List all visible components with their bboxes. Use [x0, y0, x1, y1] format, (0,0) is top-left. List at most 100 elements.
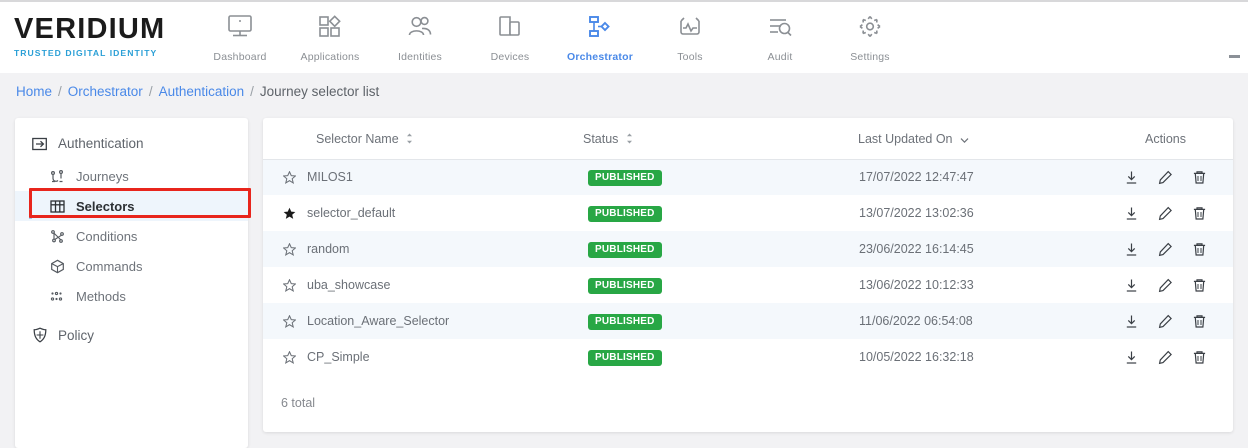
cell-last-updated: 23/06/2022 16:14:45: [858, 231, 1098, 268]
column-label-status: Status: [583, 132, 619, 146]
cell-last-updated: 11/06/2022 06:54:08: [858, 303, 1098, 340]
nav-item-applications[interactable]: Applications: [285, 2, 375, 63]
table-header: Selector Name Status: [263, 118, 1233, 160]
nav-label-settings: Settings: [850, 51, 890, 63]
favorite-star-outline-icon[interactable]: [282, 278, 297, 292]
devices-icon: [496, 11, 524, 43]
collapse-handle-icon[interactable]: [1229, 55, 1240, 58]
column-header-status[interactable]: Status: [583, 118, 858, 160]
cell-selector-name: Location_Aware_Selector: [263, 303, 583, 340]
nav-item-settings[interactable]: Settings: [825, 2, 915, 63]
column-label-actions: Actions: [1145, 132, 1186, 147]
edit-pencil-icon[interactable]: [1158, 241, 1174, 257]
edit-pencil-icon[interactable]: [1158, 313, 1174, 329]
sidebar-item-methods[interactable]: Methods: [15, 281, 248, 311]
table-row[interactable]: CP_Simple PUBLISHED 10/05/2022 16:32:18: [263, 339, 1233, 375]
favorite-star-outline-icon[interactable]: [282, 170, 297, 184]
edit-pencil-icon[interactable]: [1158, 205, 1174, 221]
table-header-row: Selector Name Status: [263, 118, 1233, 160]
sidebar-group-authentication[interactable]: Authentication: [15, 130, 248, 157]
nav-item-tools[interactable]: Tools: [645, 2, 735, 63]
sidebar-item-conditions[interactable]: Conditions: [15, 221, 248, 251]
sidebar-group-policy[interactable]: Policy: [15, 321, 248, 349]
column-header-selector-name[interactable]: Selector Name: [263, 118, 583, 160]
delete-trash-icon[interactable]: [1192, 169, 1208, 185]
table-grid-icon: [49, 199, 66, 214]
audit-search-icon: [766, 11, 794, 43]
favorite-star-filled-icon[interactable]: [283, 207, 296, 220]
cell-selector-name: selector_default: [263, 195, 583, 231]
download-icon[interactable]: [1124, 241, 1140, 257]
nav-label-audit: Audit: [767, 51, 793, 63]
cell-selector-name: random: [263, 231, 583, 268]
selector-name-text: uba_showcase: [307, 278, 391, 293]
cell-status: PUBLISHED: [583, 231, 858, 268]
cell-actions: [1098, 267, 1233, 303]
download-icon[interactable]: [1124, 313, 1140, 329]
favorite-star-outline-icon[interactable]: [282, 242, 297, 256]
brand-logo[interactable]: VERIDIUM TRUSTED DIGITAL IDENTITY: [0, 2, 180, 59]
status-badge: PUBLISHED: [588, 277, 662, 294]
cell-selector-name: CP_Simple: [263, 339, 583, 375]
nav-label-tools: Tools: [677, 51, 703, 63]
breadcrumb-link-home[interactable]: Home: [16, 84, 53, 99]
cell-selector-name: uba_showcase: [263, 267, 583, 303]
nav-label-dashboard: Dashboard: [213, 51, 267, 63]
sidebar-label-journeys: Journeys: [76, 168, 129, 184]
edit-pencil-icon[interactable]: [1158, 349, 1174, 365]
table-row[interactable]: random PUBLISHED 23/06/2022 16:14:45: [263, 231, 1233, 268]
favorite-star-outline-icon[interactable]: [282, 314, 297, 328]
favorite-star-outline-icon[interactable]: [282, 350, 297, 364]
delete-trash-icon[interactable]: [1192, 313, 1208, 329]
cell-last-updated: 13/06/2022 10:12:33: [859, 278, 974, 293]
delete-trash-icon[interactable]: [1192, 205, 1208, 221]
cell-status: PUBLISHED: [583, 195, 858, 231]
nav-item-devices[interactable]: Devices: [465, 2, 555, 63]
table-row[interactable]: selector_default PUBLISHED 13/07/2022 13…: [263, 195, 1233, 231]
column-header-last-updated-on[interactable]: Last Updated On: [858, 118, 1098, 160]
nav-item-dashboard[interactable]: Dashboard: [195, 2, 285, 63]
download-icon[interactable]: [1124, 169, 1140, 185]
column-label-last-updated-on: Last Updated On: [858, 132, 953, 146]
apps-grid-icon: [316, 11, 344, 43]
dots-list-icon: [49, 289, 66, 304]
breadcrumb-current: Journey selector list: [259, 84, 380, 99]
brand-name: VERIDIUM: [14, 13, 166, 45]
cell-last-updated: 17/07/2022 12:47:47: [858, 159, 1098, 196]
download-icon[interactable]: [1124, 349, 1140, 365]
delete-trash-icon[interactable]: [1192, 241, 1208, 257]
selector-name-text: selector_default: [307, 206, 396, 221]
sidebar-item-selectors[interactable]: Selectors: [15, 191, 248, 221]
journey-icon: [49, 169, 66, 184]
delete-trash-icon[interactable]: [1192, 349, 1208, 365]
edit-pencil-icon[interactable]: [1158, 169, 1174, 185]
download-icon[interactable]: [1124, 277, 1140, 293]
sort-updown-icon: [406, 133, 413, 147]
download-icon[interactable]: [1124, 205, 1140, 221]
table-row[interactable]: MILOS1 PUBLISHED 17/07/2022 12:47:47: [263, 159, 1233, 196]
sidebar-label-selectors: Selectors: [76, 198, 135, 214]
cell-status: PUBLISHED: [583, 267, 858, 303]
total-count-label: 6 total: [281, 396, 316, 410]
sidebar-label-commands: Commands: [76, 258, 143, 274]
breadcrumb-link-authentication[interactable]: Authentication: [158, 84, 245, 99]
table-row[interactable]: Location_Aware_Selector PUBLISHED 11/06/…: [263, 303, 1233, 340]
table-body: MILOS1 PUBLISHED 17/07/2022 12:47:47: [263, 159, 1233, 375]
table-row[interactable]: uba_showcase PUBLISHED 13/06/2022 10:12:…: [263, 267, 1233, 303]
nav-item-audit[interactable]: Audit: [735, 2, 825, 63]
edit-pencil-icon[interactable]: [1158, 277, 1174, 293]
selector-name-text: CP_Simple: [307, 350, 370, 365]
nav-item-orchestrator[interactable]: Orchestrator: [555, 2, 645, 63]
selectors-table: Selector Name Status: [263, 118, 1233, 375]
cell-actions: [1098, 195, 1233, 231]
gear-icon: [856, 11, 884, 43]
cell-actions: [1098, 231, 1233, 268]
sidebar-item-commands[interactable]: Commands: [15, 251, 248, 281]
breadcrumb: Home / Orchestrator / Authentication / J…: [16, 84, 379, 99]
nav-item-identities[interactable]: Identities: [375, 2, 465, 63]
breadcrumb-link-orchestrator[interactable]: Orchestrator: [67, 84, 143, 99]
cell-actions: [1098, 159, 1233, 196]
sidebar-item-journeys[interactable]: Journeys: [15, 161, 248, 191]
selector-name-text: MILOS1: [307, 170, 353, 185]
delete-trash-icon[interactable]: [1192, 277, 1208, 293]
